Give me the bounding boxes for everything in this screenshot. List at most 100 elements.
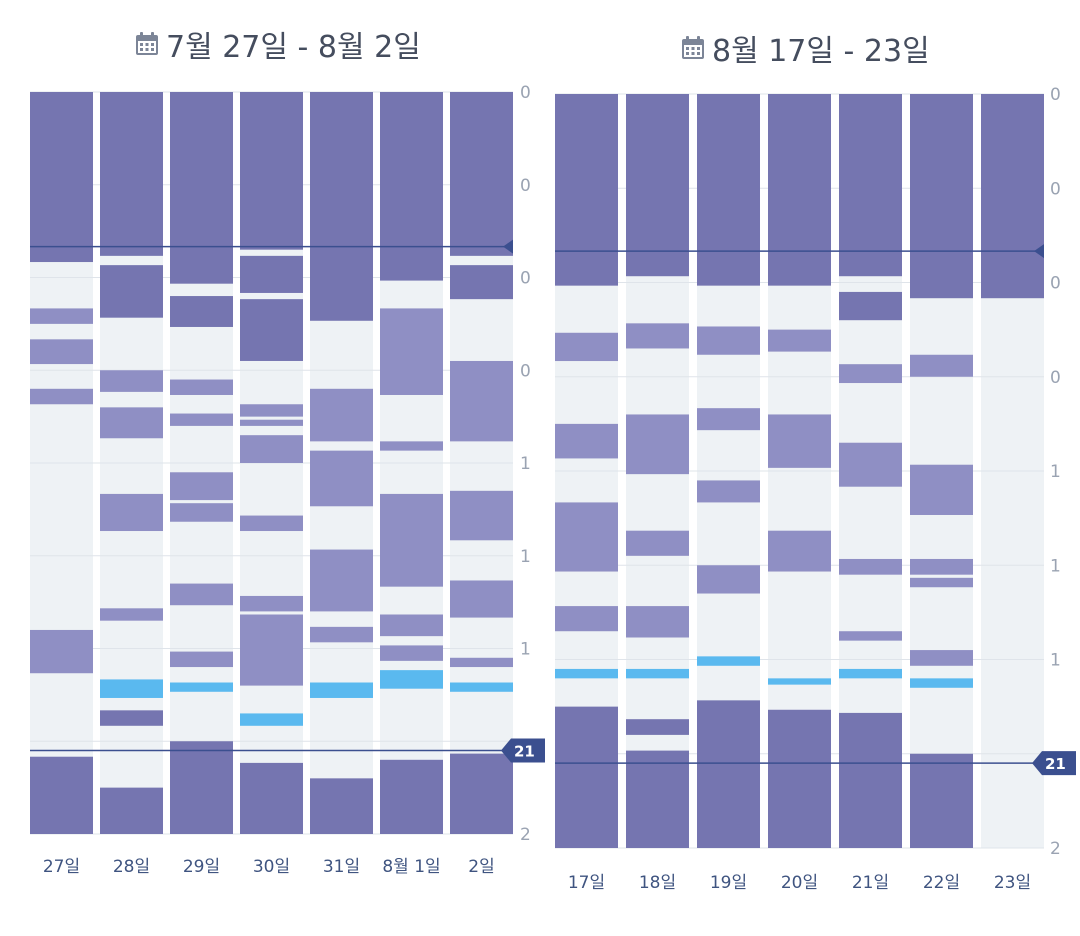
awake-segment (240, 713, 303, 726)
light-sleep-segment (910, 464, 973, 515)
deep-sleep-segment (839, 94, 902, 277)
target-marker-label: 21 (514, 743, 535, 761)
y-tick-label: 1 (1050, 462, 1061, 482)
awake-segment (100, 679, 163, 698)
light-sleep-segment (240, 614, 303, 686)
light-sleep-segment (170, 413, 233, 426)
light-sleep-segment (697, 565, 760, 594)
y-tick-label: 1 (520, 640, 531, 660)
deep-sleep-segment (100, 92, 163, 256)
light-sleep-segment (310, 549, 373, 612)
day-label: 2일 (468, 857, 495, 877)
deep-sleep-segment (626, 719, 689, 735)
light-sleep-segment (380, 645, 443, 661)
y-tick-label: 0 (520, 269, 531, 289)
target-marker (503, 239, 513, 254)
awake-segment (910, 678, 973, 688)
y-tick-label: 2 (520, 825, 531, 845)
y-tick-label: 1 (520, 454, 531, 474)
y-tick-label: 0 (1050, 85, 1061, 105)
light-sleep-segment (170, 472, 233, 501)
day-label: 22일 (922, 873, 961, 893)
light-sleep-segment (100, 407, 163, 439)
panel-2-title: 8월 17일 - 23일 (680, 26, 930, 70)
deep-sleep-segment (450, 92, 513, 256)
deep-sleep-segment (100, 265, 163, 318)
deep-sleep-segment (310, 778, 373, 834)
light-sleep-segment (697, 326, 760, 355)
light-sleep-segment (697, 480, 760, 503)
light-sleep-segment (839, 442, 902, 487)
light-sleep-segment (450, 490, 513, 541)
deep-sleep-segment (100, 787, 163, 834)
light-sleep-segment (910, 354, 973, 377)
light-sleep-segment (30, 629, 93, 674)
light-sleep-segment (380, 493, 443, 587)
deep-sleep-segment (240, 299, 303, 361)
deep-sleep-segment (310, 92, 373, 321)
deep-sleep-segment (380, 759, 443, 834)
deep-sleep-segment (450, 265, 513, 300)
deep-sleep-segment (697, 700, 760, 848)
light-sleep-segment (240, 404, 303, 417)
light-sleep-segment (839, 364, 902, 384)
day-label: 19일 (709, 873, 748, 893)
deep-sleep-segment (240, 762, 303, 834)
awake-segment (768, 678, 831, 685)
light-sleep-segment (310, 388, 373, 442)
y-tick-label: 1 (1050, 651, 1061, 671)
deep-sleep-segment (768, 94, 831, 286)
deep-sleep-segment (380, 92, 443, 281)
light-sleep-segment (310, 450, 373, 507)
day-label: 28일 (112, 857, 151, 877)
y-tick-label: 0 (1050, 274, 1061, 294)
light-sleep-segment (450, 657, 513, 668)
light-sleep-segment (170, 503, 233, 522)
y-tick-label: 0 (1050, 179, 1061, 199)
day-label: 27일 (42, 857, 81, 877)
y-tick-label: 1 (1050, 556, 1061, 576)
light-sleep-segment (240, 419, 303, 426)
light-sleep-segment (626, 606, 689, 638)
light-sleep-segment (555, 606, 618, 632)
deep-sleep-segment (240, 255, 303, 293)
light-sleep-segment (30, 388, 93, 405)
deep-sleep-segment (555, 94, 618, 286)
light-sleep-segment (555, 502, 618, 572)
light-sleep-segment (626, 414, 689, 475)
deep-sleep-segment (910, 94, 973, 299)
deep-sleep-segment (626, 750, 689, 848)
light-sleep-segment (240, 595, 303, 612)
awake-segment (310, 682, 373, 698)
target-marker (1034, 244, 1044, 259)
light-sleep-segment (170, 379, 233, 395)
target-marker-label: 21 (1045, 755, 1066, 773)
light-sleep-segment (100, 493, 163, 532)
deep-sleep-segment (30, 92, 93, 263)
target-marker (1032, 751, 1076, 776)
light-sleep-segment (768, 530, 831, 572)
y-tick-label: 0 (520, 176, 531, 196)
deep-sleep-segment (170, 296, 233, 327)
deep-sleep-segment (555, 706, 618, 848)
light-sleep-segment (768, 329, 831, 352)
light-sleep-segment (380, 614, 443, 637)
y-tick-label: 0 (520, 361, 531, 381)
light-sleep-segment (380, 441, 443, 451)
deep-sleep-segment (910, 753, 973, 848)
light-sleep-segment (240, 435, 303, 463)
light-sleep-segment (450, 360, 513, 442)
light-sleep-segment (839, 558, 902, 575)
deep-sleep-segment (100, 710, 163, 726)
deep-sleep-segment (839, 291, 902, 321)
calendar-icon (682, 36, 704, 59)
day-label: 21일 (851, 873, 890, 893)
y-tick-label: 0 (1050, 368, 1061, 388)
panel-2-title-text: 8월 17일 - 23일 (712, 34, 930, 69)
light-sleep-segment (30, 308, 93, 324)
deep-sleep-segment (450, 753, 513, 834)
light-sleep-segment (910, 558, 973, 575)
light-sleep-segment (240, 515, 303, 532)
panel-1-title-text: 7월 27일 - 8월 2일 (166, 30, 421, 65)
